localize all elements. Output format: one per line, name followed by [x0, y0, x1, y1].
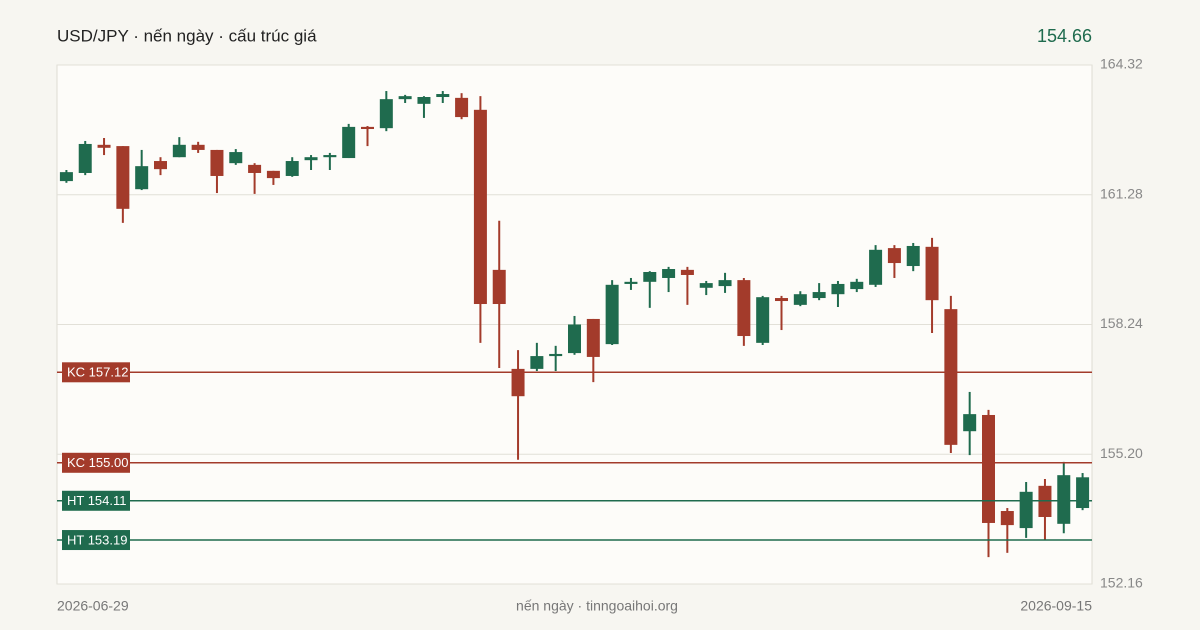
- candle-body: [59, 172, 73, 182]
- level-label: HT 153.19: [67, 532, 127, 547]
- candle-body: [699, 283, 713, 288]
- candle-body: [586, 318, 600, 357]
- candle-body: [154, 161, 167, 170]
- candle-body: [831, 283, 845, 295]
- candle-body: [116, 146, 130, 209]
- candle-body: [248, 164, 262, 173]
- candle-body: [906, 245, 920, 267]
- candle-body: [304, 157, 318, 161]
- candle-body: [775, 298, 788, 302]
- candle-body: [455, 97, 469, 118]
- level-tag: [62, 362, 130, 383]
- level-tag: [62, 452, 130, 473]
- y-tick-label: 152.16: [1100, 575, 1143, 591]
- candle-body: [417, 97, 431, 104]
- candle-body: [1076, 477, 1090, 509]
- candle-body: [1000, 511, 1014, 526]
- y-tick-label: 164.32: [1100, 56, 1143, 72]
- level-label: KC 157.12: [67, 365, 128, 380]
- candle-body: [887, 248, 901, 264]
- candle-body: [793, 294, 807, 305]
- candle-body: [737, 280, 751, 337]
- x-tick-label: 2026-09-15: [1020, 598, 1092, 614]
- candle-body: [361, 126, 374, 130]
- candle-body: [756, 297, 770, 343]
- candle-body: [210, 149, 224, 176]
- candle-body: [812, 292, 826, 299]
- level-tag: [62, 490, 130, 511]
- candle-body: [944, 309, 958, 445]
- candle-body: [266, 170, 280, 179]
- last-price: 154.66: [1037, 26, 1092, 46]
- candle-body: [1057, 475, 1071, 524]
- candle-body: [605, 284, 619, 345]
- candle-body: [436, 94, 450, 98]
- level-tag: [62, 530, 130, 551]
- candle-body: [549, 353, 563, 357]
- y-tick-label: 155.20: [1100, 445, 1143, 461]
- y-tick-label: 158.24: [1100, 315, 1143, 331]
- candle-body: [97, 144, 111, 148]
- candle-body: [229, 152, 243, 164]
- candle-body: [492, 269, 506, 305]
- candle-body: [473, 109, 487, 305]
- candle-body: [982, 414, 995, 523]
- source: nến ngày · tinngoaihoi.org: [516, 598, 678, 614]
- candle-body: [78, 143, 92, 173]
- candle-body: [379, 99, 393, 129]
- candle-body: [643, 272, 657, 282]
- candle-body: [1019, 491, 1033, 529]
- candle-body: [285, 161, 299, 176]
- candle-body: [680, 269, 694, 275]
- candle-body: [323, 155, 337, 158]
- y-tick-label: 161.28: [1100, 185, 1143, 201]
- candle-body: [398, 96, 412, 100]
- candle-body: [530, 356, 544, 369]
- candle-body: [925, 246, 939, 301]
- candle-body: [624, 281, 638, 284]
- candle-body: [342, 126, 356, 159]
- candle-body: [511, 368, 525, 397]
- candle-body: [568, 324, 581, 354]
- candle-body: [963, 414, 977, 432]
- candle-body: [718, 280, 732, 287]
- chart-title: USD/JPY · nến ngày · cấu trúc giá: [57, 26, 317, 45]
- candle-body: [869, 249, 883, 285]
- candle-body: [172, 144, 186, 158]
- candle-body: [662, 269, 676, 278]
- candle-body: [850, 281, 864, 290]
- candle-body: [191, 144, 205, 150]
- level-label: KC 155.00: [67, 455, 128, 470]
- x-tick-label: 2026-06-29: [57, 598, 129, 614]
- level-label: HT 154.11: [67, 493, 127, 508]
- candle-body: [135, 166, 149, 190]
